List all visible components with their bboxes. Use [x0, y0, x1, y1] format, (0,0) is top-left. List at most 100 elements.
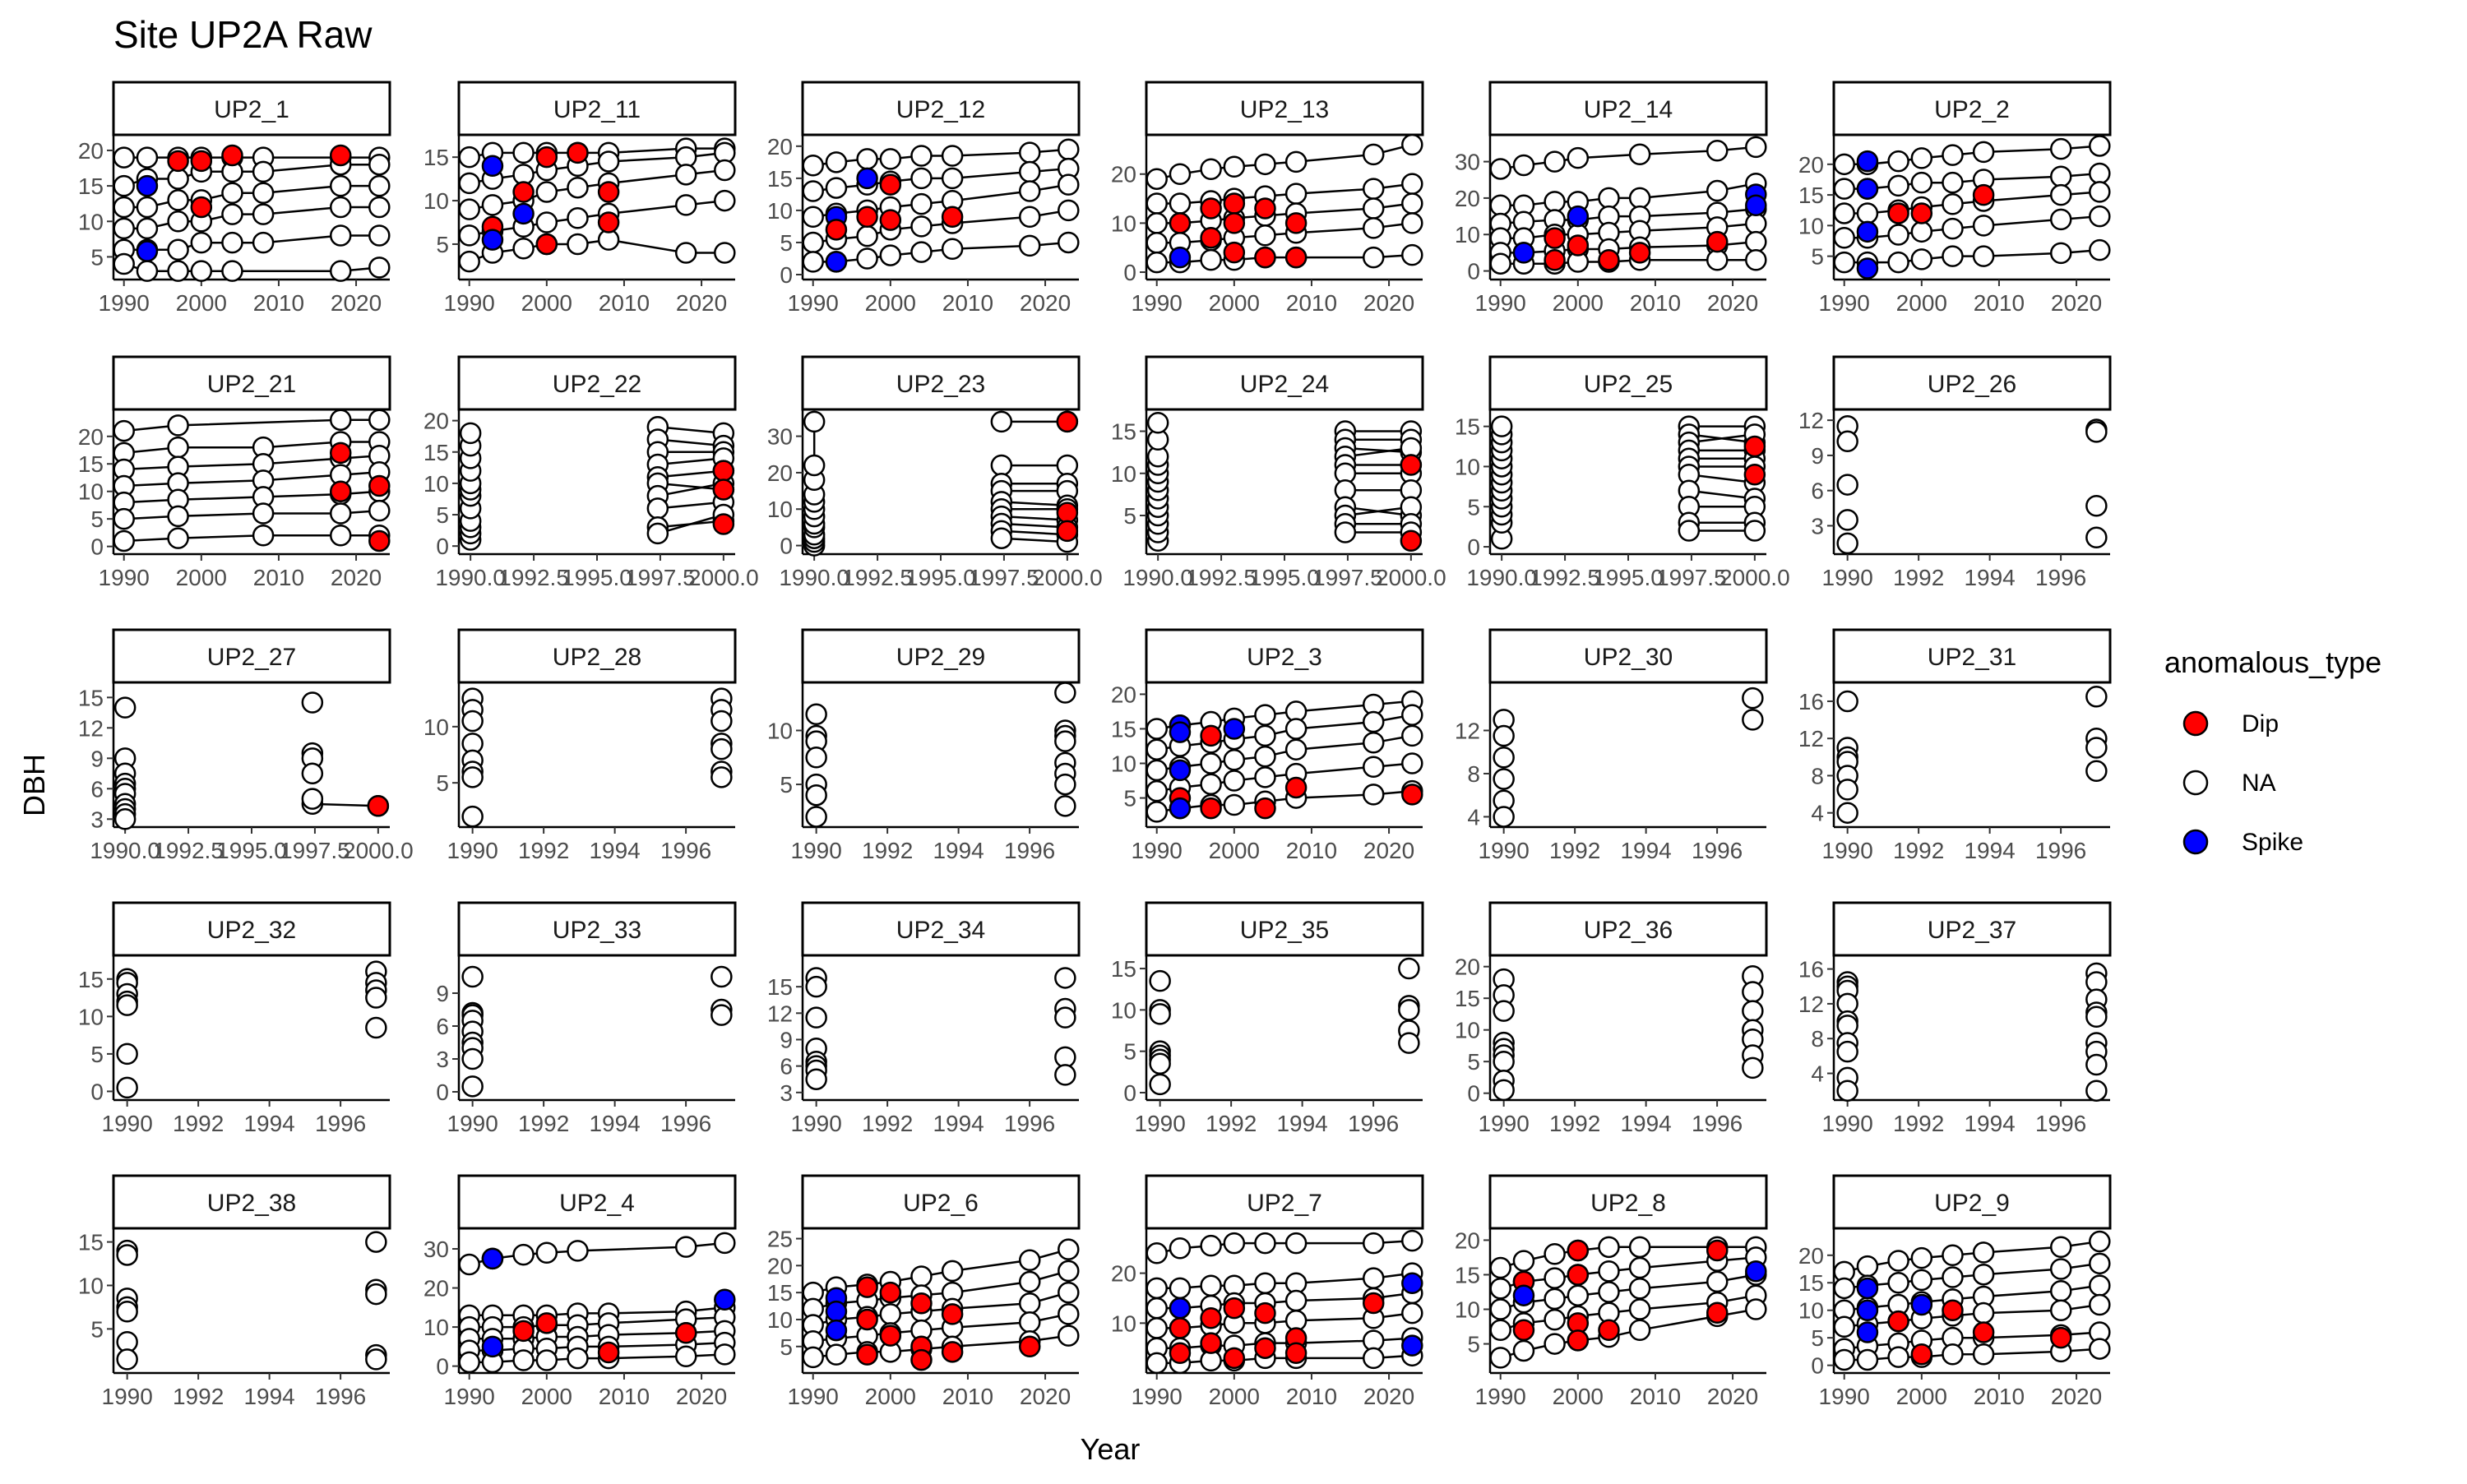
data-point-dip	[535, 1312, 558, 1334]
data-point-na	[1146, 1297, 1168, 1320]
x-tick-label: 2020	[1363, 838, 1414, 863]
facet-strip-label: UP2_33	[553, 917, 641, 944]
data-point-spike	[1169, 721, 1192, 743]
y-tick-label: 15	[767, 1280, 793, 1306]
data-point-na	[2049, 208, 2072, 231]
data-point-na	[368, 174, 391, 197]
data-point-na	[805, 703, 827, 726]
data-point-na	[910, 167, 933, 190]
data-point-na	[113, 217, 135, 240]
data-point-na	[2089, 162, 2111, 185]
data-point-na	[879, 1303, 902, 1325]
data-point-na	[1200, 158, 1222, 181]
facet-panel: UP2_2 5 10 15 20 1990 2000 2010 2020	[1798, 81, 2112, 316]
data-point-na	[1942, 171, 1964, 194]
data-point-dip	[1972, 183, 1995, 206]
y-tick-label: 0	[1467, 1081, 1480, 1107]
y-tick-label: 8	[1467, 761, 1480, 787]
facet-strip-label: UP2_29	[896, 644, 985, 671]
y-tick-label: 20	[767, 134, 793, 159]
data-point-na	[1254, 704, 1276, 726]
y-tick-label: 10	[1111, 1311, 1136, 1336]
data-point-dip	[1223, 212, 1246, 234]
y-tick-label: 15	[424, 440, 449, 465]
facet-strip	[1145, 1174, 1424, 1230]
data-point-na	[1512, 154, 1535, 177]
x-tick-label: 2010	[1630, 290, 1681, 316]
data-point-na	[1833, 1348, 1855, 1371]
y-tick-label: 15	[78, 685, 104, 710]
facet-panel: UP2_23 0 10 20 30 1990.01992.51995.01997.5200…	[767, 355, 1103, 590]
data-point-spike	[825, 251, 848, 273]
x-tick-label: 2010	[942, 1384, 993, 1409]
x-tick-label: 1992.5	[842, 565, 913, 590]
data-point-na	[714, 1343, 736, 1366]
data-point-spike	[1512, 242, 1535, 264]
data-point-dip	[1362, 1292, 1385, 1315]
data-point-na	[136, 217, 159, 240]
x-tick-label: 1990	[1822, 838, 1873, 863]
y-tick-label: 15	[1111, 419, 1136, 445]
facet-panel: UP2_3 5 10 15 20 1990 2000 2010 2020	[1111, 628, 1424, 863]
data-point-na	[461, 965, 484, 988]
data-point-na	[2085, 1006, 2108, 1029]
y-tick-label: 20	[1111, 162, 1136, 187]
data-point-na	[1146, 738, 1168, 760]
tree-series-line	[1001, 501, 1067, 507]
data-point-dip	[1972, 1321, 1995, 1343]
data-point-dip	[1400, 454, 1423, 476]
x-tick-label: 2000	[1209, 290, 1260, 316]
y-tick-label: 20	[1455, 1227, 1480, 1253]
data-point-na	[1833, 178, 1855, 200]
x-tick-label: 1990	[788, 290, 839, 316]
data-point-na	[1401, 192, 1423, 215]
x-tick-label: 2010	[1286, 838, 1337, 863]
data-point-na	[567, 1347, 589, 1370]
x-tick-label: 1990	[1132, 1384, 1183, 1409]
facet-strip-label: UP2_27	[207, 644, 296, 671]
data-point-dip	[910, 1292, 933, 1315]
x-tick-label: 1992	[1893, 1111, 1944, 1136]
data-point-na	[1149, 1052, 1171, 1075]
x-tick-label: 1990	[447, 838, 498, 863]
facet-panel: UP2_4 0 10 20 30 1990 2000 2010 2020	[424, 1174, 737, 1409]
data-point-na	[368, 224, 391, 247]
x-tick-label: 1994	[589, 838, 640, 863]
y-tick-label: 12	[1798, 992, 1824, 1017]
y-tick-label: 15	[1455, 1262, 1480, 1288]
facet-strip-label: UP2_7	[1247, 1190, 1322, 1217]
data-point-spike	[1856, 150, 1879, 173]
y-tick-label: 12	[78, 715, 104, 741]
data-point-dip	[1284, 1342, 1308, 1365]
x-tick-label: 1997.5	[280, 838, 350, 863]
data-point-na	[1856, 1348, 1879, 1371]
x-tick-label: 1992.5	[498, 565, 569, 590]
data-point-na	[910, 1265, 933, 1288]
y-tick-label: 0	[436, 534, 449, 559]
data-point-na	[252, 231, 275, 254]
facet-panel: UP2_26 3 6 9 12 1990 1992 1994 1996	[1798, 355, 2112, 590]
data-point-na	[1706, 179, 1729, 202]
y-tick-label: 8	[1811, 763, 1824, 788]
data-point-dip	[329, 442, 352, 465]
x-tick-label: 2000	[1209, 1384, 1260, 1409]
tree-series-line	[1345, 506, 1411, 517]
data-point-na	[461, 710, 484, 733]
data-point-na	[1887, 224, 1909, 246]
facet-strip-label: UP2_28	[553, 644, 641, 671]
data-point-na	[1833, 1277, 1855, 1300]
facet-panel: UP2_36 0 5 10 15 20 1990 1992 1994 1996	[1455, 901, 1768, 1136]
x-tick-label: 1990.0	[779, 565, 849, 590]
legend-items: Dip NA Spike	[2182, 710, 2303, 856]
data-point-dip	[879, 1281, 902, 1304]
data-point-na	[461, 1075, 484, 1098]
y-tick-label: 5	[1123, 1039, 1136, 1065]
facet-strip	[457, 1174, 737, 1230]
data-point-na	[365, 1283, 387, 1306]
data-point-na	[597, 150, 620, 173]
data-point-na	[365, 987, 387, 1009]
data-point-na	[1146, 192, 1168, 215]
data-point-na	[461, 805, 484, 828]
data-point-na	[1401, 243, 1423, 266]
